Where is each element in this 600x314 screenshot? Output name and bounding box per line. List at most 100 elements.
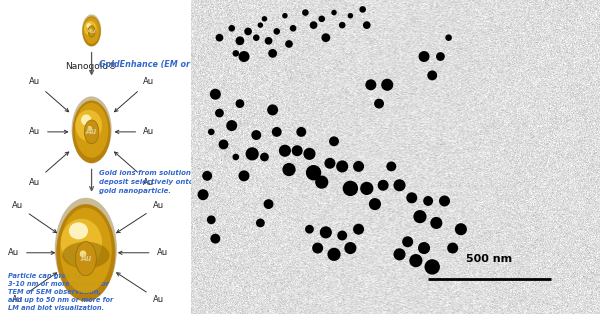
Ellipse shape [310,21,317,29]
Ellipse shape [82,14,101,46]
Ellipse shape [81,114,91,125]
Ellipse shape [76,241,96,276]
Ellipse shape [238,170,250,181]
Ellipse shape [439,195,450,207]
Ellipse shape [282,13,287,19]
Ellipse shape [418,242,430,254]
Ellipse shape [353,161,364,172]
Ellipse shape [436,52,445,61]
Text: Au: Au [157,248,168,257]
Text: Au: Au [11,201,23,210]
Ellipse shape [377,180,389,191]
Ellipse shape [84,21,97,36]
Ellipse shape [386,161,396,171]
Ellipse shape [253,34,260,41]
Ellipse shape [88,26,95,37]
Text: Au: Au [143,127,154,136]
Ellipse shape [423,196,433,206]
Ellipse shape [343,181,358,196]
Text: Au: Au [153,201,164,210]
Text: Au: Au [143,77,154,86]
Text: 500 nm: 500 nm [466,254,512,264]
Text: GoldEnhance (EM or LM): GoldEnhance (EM or LM) [99,60,210,69]
Ellipse shape [268,49,277,58]
Ellipse shape [226,120,237,131]
Ellipse shape [83,18,100,44]
Ellipse shape [238,51,250,62]
Ellipse shape [363,21,371,29]
Ellipse shape [306,165,321,181]
Ellipse shape [245,147,259,160]
Ellipse shape [244,28,252,35]
Ellipse shape [215,34,223,41]
Ellipse shape [406,192,417,203]
Ellipse shape [344,242,356,254]
Ellipse shape [329,136,339,146]
Text: Au: Au [29,178,40,187]
Ellipse shape [430,217,442,229]
Ellipse shape [304,148,316,160]
Ellipse shape [365,79,376,90]
Ellipse shape [267,104,278,116]
Ellipse shape [75,103,108,158]
Ellipse shape [409,254,422,267]
Ellipse shape [402,236,413,247]
Text: Particle can grow to
3-10 nm or more in size for
TEM or SEM observation,
and up : Particle can grow to 3-10 nm or more in … [8,273,113,311]
Ellipse shape [257,22,263,28]
Ellipse shape [425,259,440,275]
Ellipse shape [55,198,117,300]
Ellipse shape [305,225,314,234]
Ellipse shape [197,189,209,200]
Ellipse shape [82,16,101,46]
Ellipse shape [394,248,406,260]
Ellipse shape [290,25,296,32]
Ellipse shape [211,234,220,244]
Ellipse shape [374,99,384,109]
Ellipse shape [274,28,280,35]
Ellipse shape [320,226,332,238]
Text: Au: Au [29,127,40,136]
Ellipse shape [328,248,341,261]
Ellipse shape [251,130,261,140]
Ellipse shape [312,242,323,254]
Ellipse shape [292,145,302,156]
Text: Au: Au [143,178,154,187]
Ellipse shape [60,208,112,293]
Ellipse shape [215,109,224,117]
Ellipse shape [447,242,458,254]
Ellipse shape [256,219,265,227]
Ellipse shape [233,50,239,57]
Text: Au: Au [80,254,91,263]
Ellipse shape [336,160,348,172]
Text: Nanogold®: Nanogold® [65,62,118,71]
Ellipse shape [210,89,221,100]
Ellipse shape [260,153,269,161]
Ellipse shape [76,110,102,141]
Text: Au: Au [86,127,97,136]
Ellipse shape [236,99,244,108]
Ellipse shape [337,230,347,241]
Ellipse shape [369,198,381,210]
Ellipse shape [413,210,427,223]
Ellipse shape [272,127,281,137]
Ellipse shape [262,16,267,22]
Ellipse shape [381,79,393,91]
Ellipse shape [319,15,325,22]
Ellipse shape [263,199,274,209]
Ellipse shape [283,163,296,176]
Text: Gold ions from solution
deposit selectively onto
gold nanoparticle.: Gold ions from solution deposit selectiv… [99,171,194,194]
Ellipse shape [322,33,330,42]
Ellipse shape [339,22,346,29]
Ellipse shape [69,222,88,239]
Ellipse shape [325,158,335,169]
Ellipse shape [265,37,272,45]
Text: Au: Au [11,295,23,304]
Ellipse shape [279,145,291,157]
Text: Au: Au [29,77,40,86]
Ellipse shape [360,182,373,195]
Ellipse shape [61,219,102,268]
Ellipse shape [296,127,306,137]
Ellipse shape [419,51,430,62]
Ellipse shape [85,120,99,144]
Text: Au: Au [8,248,19,257]
